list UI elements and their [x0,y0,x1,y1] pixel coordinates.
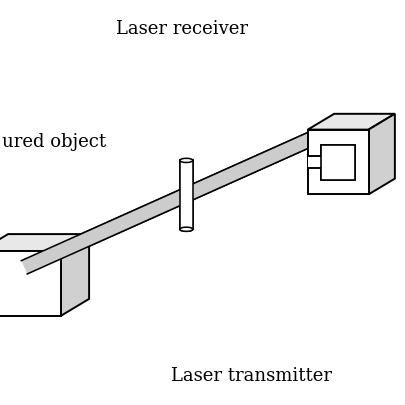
Polygon shape [308,114,395,130]
Polygon shape [0,234,89,251]
Polygon shape [321,145,355,180]
Ellipse shape [180,227,193,231]
Polygon shape [180,160,193,229]
Text: Laser receiver: Laser receiver [116,20,248,38]
Polygon shape [180,160,193,204]
Polygon shape [369,114,395,194]
Polygon shape [21,123,335,274]
Polygon shape [308,130,369,194]
Text: ured object: ured object [2,133,106,151]
Polygon shape [21,123,335,274]
Polygon shape [0,251,61,316]
Polygon shape [180,185,193,229]
Text: Laser transmitter: Laser transmitter [171,367,332,385]
Ellipse shape [180,227,193,231]
Polygon shape [308,156,341,168]
Ellipse shape [180,158,193,162]
Polygon shape [321,145,355,180]
Polygon shape [61,234,89,316]
